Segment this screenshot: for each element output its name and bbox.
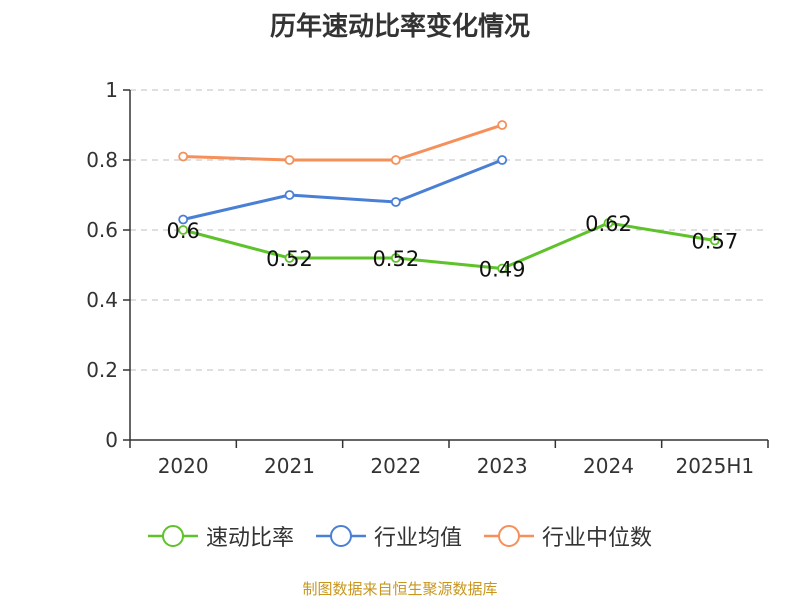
data-labels: 0.6 0.52 0.52 0.49 0.62 0.57: [166, 212, 738, 282]
data-point: [603, 218, 614, 228]
legend-item[interactable]: 行业均值: [315, 520, 462, 552]
data-point: [284, 155, 295, 165]
data-label: 0.52: [266, 247, 313, 271]
data-point: [497, 263, 508, 274]
y-tick-label: 0.8: [86, 148, 118, 172]
x-tick-label: 2021: [264, 454, 315, 478]
legend-swatch-icon: [484, 525, 534, 547]
x-tick-label: 2020: [158, 454, 209, 478]
data-point: [390, 155, 401, 165]
legend-item[interactable]: 速动比率: [147, 520, 294, 552]
legend-label: 行业均值: [373, 526, 462, 551]
series-line: [182, 158, 503, 221]
legend-label: 行业中位数: [542, 526, 653, 551]
data-point: [178, 225, 189, 235]
y-tick-label: 0.2: [86, 358, 118, 382]
legend-swatch-marker: [329, 525, 352, 547]
y-tick-label: 0: [105, 428, 118, 452]
data-point: [284, 253, 295, 263]
data-point: [178, 151, 189, 162]
x-tick-label: 2022: [370, 454, 421, 478]
legend-swatch-icon: [147, 525, 198, 547]
legend: 速动比率 行业均值 行业中位数: [0, 520, 800, 552]
y-tick-label: 0.6: [86, 218, 118, 242]
data-point: [709, 235, 720, 246]
data-point: [390, 253, 401, 263]
x-tick-label: 2023: [477, 454, 528, 478]
legend-swatch-marker: [161, 525, 184, 547]
x-tick-label: 2024: [583, 454, 634, 478]
legend-swatch-marker: [498, 525, 520, 547]
data-label: 0.49: [479, 258, 526, 282]
data-point: [497, 155, 508, 165]
x-tick-label: 2025H1: [675, 454, 754, 478]
source-note: 制图数据来自恒生聚源数据库: [302, 580, 498, 598]
series-line: [182, 221, 716, 270]
y-tick-label: 0.4: [86, 288, 118, 312]
series-lines: [178, 120, 720, 274]
chart-title: 历年速动比率变化情况: [269, 12, 530, 42]
axes: 0 0.2 0.4 0.6 0.8 1 2020 2021 2022 2023 2024 2025H1: [86, 78, 769, 478]
data-label: 0.6: [166, 219, 199, 243]
legend-swatch-icon: [315, 525, 366, 547]
data-label: 0.62: [585, 212, 632, 236]
data-point: [390, 197, 401, 207]
data-label: 0.57: [691, 230, 738, 254]
data-point: [497, 120, 508, 130]
legend-item[interactable]: 行业中位数: [484, 520, 652, 552]
data-point: [284, 190, 295, 200]
data-label: 0.52: [372, 247, 419, 271]
data-point: [178, 214, 189, 225]
y-tick-label: 1: [105, 78, 118, 102]
legend-label: 速动比率: [205, 526, 294, 551]
series-line: [183, 123, 503, 162]
grid-lines: [130, 89, 768, 371]
